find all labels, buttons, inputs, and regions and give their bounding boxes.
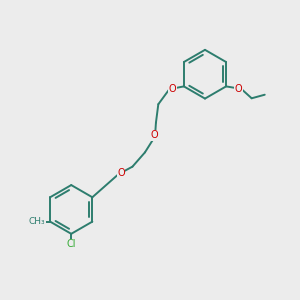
Text: O: O [169,84,176,94]
Text: Cl: Cl [67,239,76,249]
Text: CH₃: CH₃ [29,217,45,226]
Text: O: O [235,84,242,94]
Text: O: O [151,130,158,140]
Text: O: O [117,168,125,178]
